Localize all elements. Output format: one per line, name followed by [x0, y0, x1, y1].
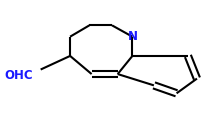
Text: N: N	[127, 30, 137, 43]
Text: OHC: OHC	[4, 68, 33, 81]
